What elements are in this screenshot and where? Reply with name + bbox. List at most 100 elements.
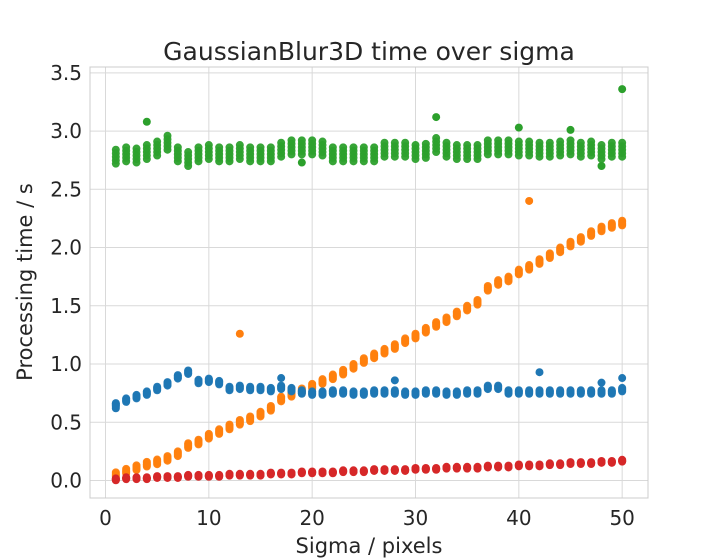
data-point <box>442 390 451 399</box>
y-tick-label: 2.5 <box>50 177 82 201</box>
data-point <box>576 149 585 158</box>
data-point <box>266 146 275 155</box>
data-point <box>204 433 213 442</box>
data-point <box>287 146 296 155</box>
data-point <box>308 139 317 148</box>
data-point <box>349 390 358 399</box>
data-point <box>473 388 482 397</box>
data-point <box>483 146 492 155</box>
data-point <box>390 142 399 151</box>
data-point <box>504 276 513 285</box>
data-point <box>483 463 492 472</box>
data-point <box>277 396 286 405</box>
data-point <box>246 385 255 394</box>
data-point <box>173 473 182 482</box>
data-point <box>618 142 627 151</box>
data-point <box>328 388 337 397</box>
data-point <box>256 471 265 480</box>
data-point <box>545 252 554 261</box>
data-point <box>442 464 451 473</box>
data-point <box>401 142 410 151</box>
data-point <box>597 144 606 153</box>
data-point <box>256 153 265 162</box>
data-point <box>504 463 513 472</box>
data-point <box>432 321 441 330</box>
data-point <box>411 144 420 153</box>
data-point <box>556 141 565 150</box>
data-point <box>277 142 286 151</box>
data-point <box>494 463 503 472</box>
data-point <box>173 450 182 459</box>
data-point <box>587 230 596 239</box>
data-point <box>390 388 399 397</box>
x-tick-label: 50 <box>609 506 634 530</box>
data-point <box>463 388 472 397</box>
data-point <box>184 472 193 481</box>
data-point <box>587 388 596 397</box>
data-point <box>514 148 523 157</box>
data-point <box>308 468 317 477</box>
data-point <box>494 384 503 393</box>
data-point <box>463 305 472 314</box>
data-point <box>618 220 627 229</box>
data-point <box>194 146 203 155</box>
data-point <box>411 333 420 342</box>
outlier-point <box>111 404 120 413</box>
data-point <box>545 149 554 158</box>
data-point <box>163 473 172 482</box>
y-tick-label: 2.0 <box>50 236 82 260</box>
data-point <box>132 393 141 402</box>
data-point <box>339 146 348 155</box>
data-point <box>215 146 224 155</box>
data-point <box>339 388 348 397</box>
data-point <box>318 390 327 399</box>
x-tick-labels: 0 10 20 30 40 50 <box>99 506 635 530</box>
data-point <box>442 149 451 158</box>
data-point <box>122 474 131 483</box>
data-point <box>411 390 420 399</box>
data-point <box>359 146 368 155</box>
data-point <box>153 473 162 482</box>
data-point <box>142 390 151 399</box>
data-point <box>483 285 492 294</box>
data-point <box>473 299 482 308</box>
data-point <box>184 158 193 167</box>
data-point <box>576 236 585 245</box>
data-point <box>153 459 162 468</box>
data-point <box>184 151 193 160</box>
data-point <box>328 146 337 155</box>
data-point <box>556 388 565 397</box>
data-point <box>266 153 275 162</box>
data-point <box>556 247 565 256</box>
y-tick-label: 3.0 <box>50 119 82 143</box>
data-point <box>235 419 244 428</box>
data-point <box>421 327 430 336</box>
data-point <box>163 455 172 464</box>
data-point <box>421 465 430 474</box>
data-point <box>587 459 596 468</box>
data-point <box>463 464 472 473</box>
data-point <box>421 150 430 159</box>
data-point <box>504 146 513 155</box>
data-point <box>463 144 472 153</box>
data-point <box>607 222 616 231</box>
data-point <box>359 357 368 366</box>
data-point <box>432 388 441 397</box>
data-point <box>349 146 358 155</box>
data-point <box>132 474 141 483</box>
data-point <box>380 466 389 475</box>
outlier-point <box>235 329 244 338</box>
x-tick-label: 40 <box>506 506 531 530</box>
data-point <box>535 258 544 267</box>
x-tick-label: 0 <box>99 506 112 530</box>
data-point <box>204 377 213 386</box>
y-axis-label: Processing time / s <box>13 183 37 381</box>
data-point <box>339 467 348 476</box>
data-point <box>308 390 317 399</box>
data-point <box>618 386 627 395</box>
data-point <box>618 149 627 158</box>
data-point <box>421 388 430 397</box>
data-point <box>204 151 213 160</box>
data-point <box>297 468 306 477</box>
